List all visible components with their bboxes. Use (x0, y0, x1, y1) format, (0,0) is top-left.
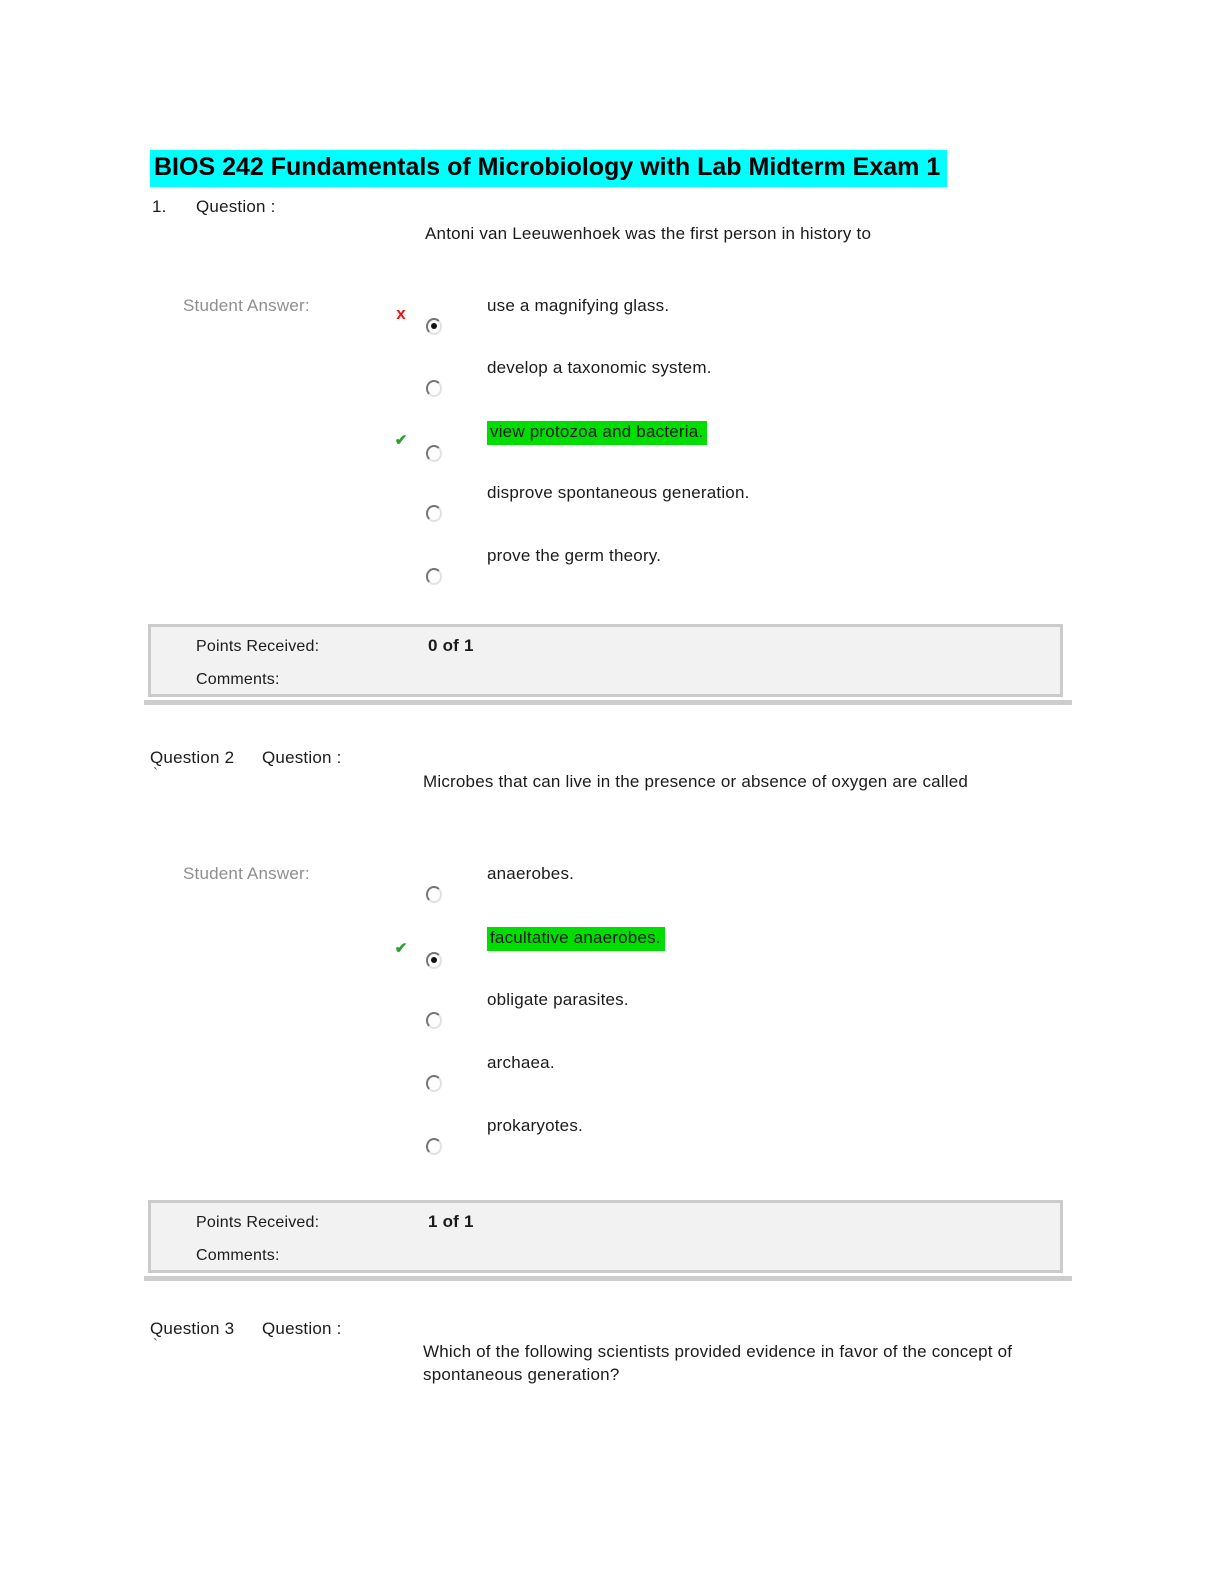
question-sub-tick: ` (153, 1336, 158, 1353)
answer-option: disprove spontaneous generation. (388, 483, 1108, 539)
answer-radio[interactable] (426, 505, 442, 522)
points-received-label: Points Received: (196, 638, 320, 655)
answer-radio[interactable] (426, 318, 442, 335)
question-label: Question : (262, 1319, 342, 1338)
student-answer-label: Student Answer: (183, 864, 310, 883)
question-text: Antoni van Leeuwenhoek was the first per… (425, 224, 872, 243)
question-number: Question 2 (150, 748, 235, 767)
answer-radio[interactable] (426, 1138, 442, 1155)
answer-option-label: archaea. (487, 1053, 555, 1072)
comments-label: Comments: (196, 671, 280, 688)
answer-radio[interactable] (426, 1012, 442, 1029)
points-box: Points Received: 0 of 1 Comments: (148, 624, 1063, 697)
answer-option: ✔ view protozoa and bacteria. (388, 421, 1108, 477)
question-text: Microbes that can live in the presence o… (423, 772, 969, 791)
points-received-value: 1 of 1 (428, 1212, 474, 1231)
answer-option: develop a taxonomic system. (388, 358, 1108, 414)
page-title: BIOS 242 Fundamentals of Microbiology wi… (150, 150, 948, 187)
answer-option: ✔ facultative anaerobes. (388, 927, 1108, 983)
answer-radio[interactable] (426, 568, 442, 585)
answer-radio[interactable] (426, 1075, 442, 1092)
correct-mark-icon: ✔ (394, 432, 408, 449)
question-number: Question 3 (150, 1319, 235, 1338)
answer-option: obligate parasites. (388, 990, 1108, 1046)
answer-option-label: view protozoa and bacteria. (487, 421, 708, 445)
section-divider (144, 700, 1072, 705)
incorrect-mark-icon: x (396, 304, 406, 323)
student-answer-label: Student Answer: (183, 296, 310, 315)
answer-option-label: prokaryotes. (487, 1116, 583, 1135)
answer-option: x use a magnifying glass. (388, 296, 1108, 352)
answer-option-label: develop a taxonomic system. (487, 358, 712, 377)
answer-option-label: use a magnifying glass. (487, 296, 670, 315)
question-label: Question : (196, 197, 276, 216)
answer-option-label: prove the germ theory. (487, 546, 662, 565)
points-received-label: Points Received: (196, 1214, 320, 1231)
correct-mark-icon: ✔ (394, 940, 408, 957)
answer-option-label: anaerobes. (487, 864, 575, 883)
answer-option: anaerobes. (388, 864, 1108, 920)
answer-option: prokaryotes. (388, 1116, 1108, 1172)
comments-label: Comments: (196, 1247, 280, 1264)
answer-option: prove the germ theory. (388, 546, 1108, 602)
answer-radio[interactable] (426, 445, 442, 462)
answer-option-label: facultative anaerobes. (487, 927, 665, 951)
points-box: Points Received: 1 of 1 Comments: (148, 1200, 1063, 1273)
question-sub-tick: ` (153, 765, 158, 782)
answer-radio[interactable] (426, 952, 442, 969)
question-text: Which of the following scientists provid… (423, 1342, 1013, 1384)
answer-radio[interactable] (426, 886, 442, 903)
section-divider (144, 1276, 1072, 1281)
answer-option-label: obligate parasites. (487, 990, 629, 1009)
question-number: 1. (152, 197, 167, 216)
question-label: Question : (262, 748, 342, 767)
answer-option: archaea. (388, 1053, 1108, 1109)
points-received-value: 0 of 1 (428, 636, 474, 655)
answer-radio[interactable] (426, 380, 442, 397)
answer-option-label: disprove spontaneous generation. (487, 483, 750, 502)
